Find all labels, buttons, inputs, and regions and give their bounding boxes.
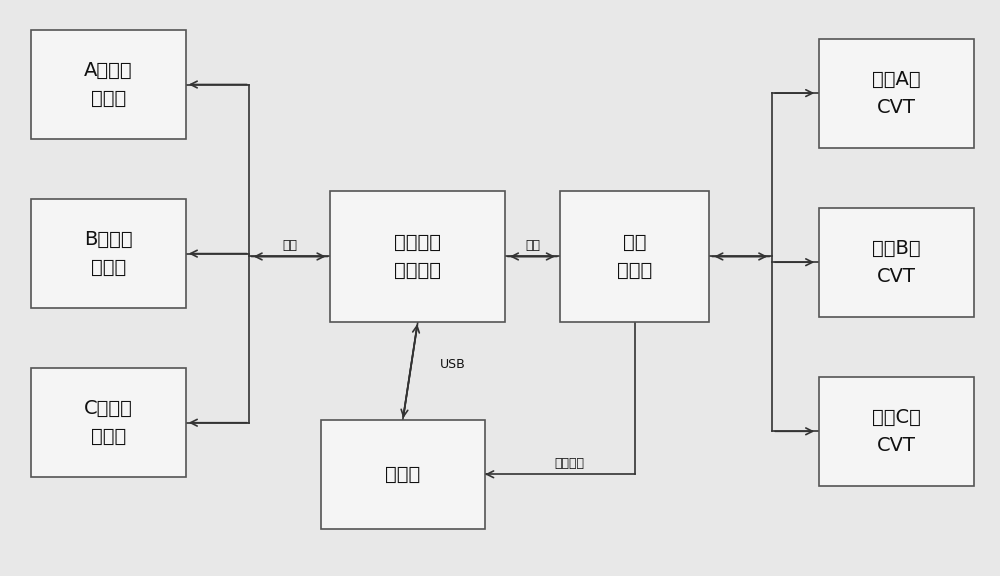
Text: 无线: 无线 (282, 239, 297, 252)
Text: B相电流
采集器: B相电流 采集器 (84, 230, 133, 277)
Text: 串口通信: 串口通信 (555, 457, 585, 469)
Text: 电压
采集器: 电压 采集器 (617, 233, 652, 280)
Text: USB: USB (440, 358, 465, 371)
FancyBboxPatch shape (31, 368, 186, 477)
Text: 计算机: 计算机 (385, 465, 420, 484)
Text: 现场B相
CVT: 现场B相 CVT (872, 238, 921, 286)
FancyBboxPatch shape (330, 191, 505, 323)
FancyBboxPatch shape (560, 191, 709, 323)
Text: 射频通信
控制单元: 射频通信 控制单元 (394, 233, 441, 280)
FancyBboxPatch shape (819, 39, 974, 147)
Text: 现场C相
CVT: 现场C相 CVT (872, 408, 921, 455)
FancyBboxPatch shape (31, 199, 186, 308)
Text: 无线: 无线 (525, 239, 540, 252)
Text: A相电流
采集器: A相电流 采集器 (84, 61, 133, 108)
FancyBboxPatch shape (819, 377, 974, 486)
Text: 现场A相
CVT: 现场A相 CVT (872, 70, 921, 116)
FancyBboxPatch shape (31, 30, 186, 139)
Text: C相电流
采集器: C相电流 采集器 (84, 399, 133, 446)
FancyBboxPatch shape (320, 420, 485, 529)
FancyBboxPatch shape (819, 208, 974, 317)
